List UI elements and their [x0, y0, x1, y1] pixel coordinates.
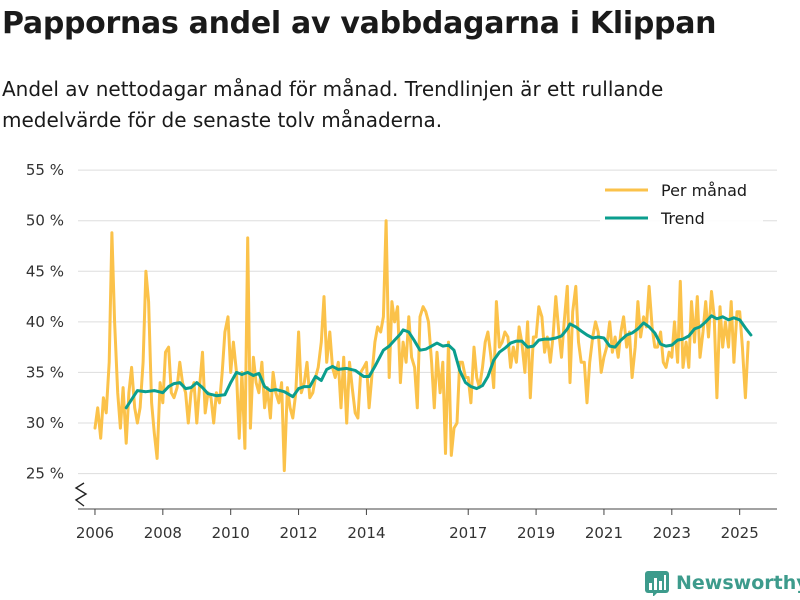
legend-label-trend: Trend — [660, 209, 705, 228]
y-axis-ticks: 25 % 30 % 35 % 40 % 45 % 50 % 55 % — [26, 161, 64, 482]
x-tick-label: 2008 — [144, 524, 182, 542]
newsworthy-logo[interactable]: Newsworthy — [644, 568, 800, 598]
x-tick-label: 2010 — [212, 524, 250, 542]
y-tick-label: 55 % — [26, 161, 64, 179]
x-tick-label: 2017 — [449, 524, 487, 542]
y-tick-label: 30 % — [26, 414, 64, 432]
y-tick-label: 45 % — [26, 262, 64, 280]
legend: Per månad Trend — [600, 175, 763, 235]
y-tick-label: 40 % — [26, 313, 64, 331]
y-tick-label: 25 % — [26, 465, 64, 483]
chart-title: Pappornas andel av vabbdagarna i Klippan — [2, 6, 717, 41]
y-tick-label: 35 % — [26, 363, 64, 381]
x-axis-ticks: 2006 2008 2010 2012 2014 2017 2019 2021 2023 2025 — [76, 509, 759, 542]
y-axis-break-icon — [74, 482, 88, 507]
x-tick-label: 2006 — [76, 524, 114, 542]
x-tick-label: 2023 — [653, 524, 691, 542]
series-line-trend — [124, 314, 753, 410]
legend-label-monthly: Per månad — [661, 181, 747, 200]
y-tick-label: 50 % — [26, 212, 64, 230]
series-lines — [93, 219, 753, 473]
series-line-per-manad — [93, 219, 750, 473]
x-tick-label: 2025 — [721, 524, 759, 542]
x-tick-label: 2021 — [585, 524, 623, 542]
x-tick-label: 2014 — [347, 524, 385, 542]
x-tick-label: 2019 — [517, 524, 555, 542]
x-tick-label: 2012 — [279, 524, 317, 542]
brand-name: Newsworthy — [676, 572, 800, 594]
chart-subtitle: Andel av nettodagar månad för månad. Tre… — [2, 77, 664, 132]
bar-chart-icon — [645, 571, 669, 596]
